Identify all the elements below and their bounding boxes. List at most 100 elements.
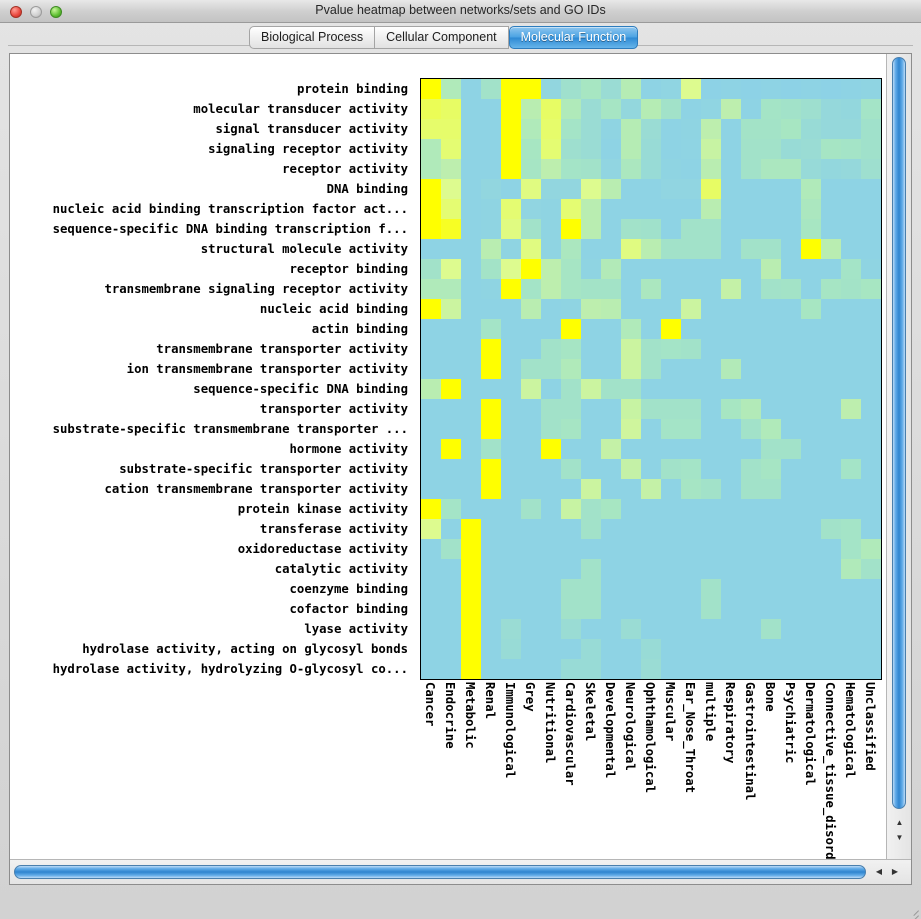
heatmap-cell[interactable]: [601, 559, 621, 579]
heatmap-cell[interactable]: [541, 619, 561, 639]
heatmap-cell[interactable]: [721, 419, 741, 439]
heatmap-cell[interactable]: [441, 659, 461, 679]
heatmap-cell[interactable]: [441, 599, 461, 619]
heatmap-cell[interactable]: [421, 339, 441, 359]
heatmap-cell[interactable]: [421, 599, 441, 619]
heatmap-cell[interactable]: [841, 279, 861, 299]
heatmap-cell[interactable]: [561, 519, 581, 539]
heatmap-cell[interactable]: [441, 419, 461, 439]
heatmap-cell[interactable]: [641, 139, 661, 159]
heatmap-cell[interactable]: [821, 299, 841, 319]
heatmap-cell[interactable]: [741, 179, 761, 199]
heatmap-cell[interactable]: [481, 619, 501, 639]
heatmap-cell[interactable]: [541, 499, 561, 519]
heatmap-cell[interactable]: [521, 659, 541, 679]
heatmap-cell[interactable]: [601, 359, 621, 379]
heatmap-cell[interactable]: [441, 119, 461, 139]
heatmap-cell[interactable]: [521, 179, 541, 199]
heatmap-cell[interactable]: [541, 319, 561, 339]
heatmap-cell[interactable]: [641, 339, 661, 359]
heatmap-cell[interactable]: [621, 659, 641, 679]
heatmap-cell[interactable]: [821, 519, 841, 539]
heatmap-cell[interactable]: [701, 79, 721, 99]
heatmap-cell[interactable]: [501, 99, 521, 119]
heatmap-cell[interactable]: [441, 159, 461, 179]
heatmap-cell[interactable]: [781, 379, 801, 399]
heatmap-cell[interactable]: [561, 599, 581, 619]
heatmap-cell[interactable]: [641, 239, 661, 259]
heatmap-cell[interactable]: [821, 319, 841, 339]
heatmap-cell[interactable]: [441, 499, 461, 519]
heatmap-cell[interactable]: [841, 539, 861, 559]
heatmap-cell[interactable]: [861, 599, 881, 619]
heatmap-cell[interactable]: [621, 519, 641, 539]
heatmap-cell[interactable]: [541, 159, 561, 179]
heatmap-cell[interactable]: [841, 439, 861, 459]
heatmap-cell[interactable]: [761, 419, 781, 439]
heatmap-cell[interactable]: [681, 339, 701, 359]
heatmap-cell[interactable]: [741, 639, 761, 659]
heatmap-cell[interactable]: [521, 579, 541, 599]
heatmap-cell[interactable]: [561, 379, 581, 399]
heatmap-cell[interactable]: [541, 219, 561, 239]
heatmap-cell[interactable]: [681, 619, 701, 639]
heatmap-cell[interactable]: [861, 639, 881, 659]
tab-cellular-component[interactable]: Cellular Component: [375, 26, 509, 49]
heatmap-cell[interactable]: [821, 599, 841, 619]
heatmap-cell[interactable]: [781, 319, 801, 339]
heatmap-cell[interactable]: [481, 279, 501, 299]
heatmap-cell[interactable]: [761, 219, 781, 239]
heatmap-cell[interactable]: [421, 539, 441, 559]
heatmap-cell[interactable]: [861, 419, 881, 439]
heatmap-cell[interactable]: [421, 159, 441, 179]
heatmap-cell[interactable]: [721, 479, 741, 499]
heatmap-cell[interactable]: [681, 459, 701, 479]
heatmap-cell[interactable]: [741, 379, 761, 399]
heatmap-cell[interactable]: [781, 499, 801, 519]
heatmap-cell[interactable]: [701, 439, 721, 459]
heatmap-cell[interactable]: [681, 539, 701, 559]
heatmap-cell[interactable]: [581, 239, 601, 259]
heatmap-cell[interactable]: [541, 519, 561, 539]
heatmap-cell[interactable]: [761, 279, 781, 299]
heatmap-cell[interactable]: [461, 399, 481, 419]
heatmap-cell[interactable]: [761, 499, 781, 519]
heatmap-cell[interactable]: [681, 299, 701, 319]
heatmap-cell[interactable]: [781, 259, 801, 279]
heatmap-cell[interactable]: [621, 459, 641, 479]
heatmap-cell[interactable]: [821, 479, 841, 499]
heatmap-cell[interactable]: [501, 219, 521, 239]
heatmap-cell[interactable]: [661, 159, 681, 179]
heatmap-cell[interactable]: [641, 299, 661, 319]
heatmap-cell[interactable]: [781, 659, 801, 679]
heatmap-cell[interactable]: [461, 179, 481, 199]
heatmap-cell[interactable]: [521, 599, 541, 619]
heatmap-cell[interactable]: [641, 579, 661, 599]
heatmap-cell[interactable]: [641, 539, 661, 559]
heatmap-cell[interactable]: [801, 319, 821, 339]
heatmap-cell[interactable]: [601, 499, 621, 519]
heatmap-cell[interactable]: [601, 119, 621, 139]
heatmap-cell[interactable]: [481, 339, 501, 359]
heatmap-cell[interactable]: [841, 559, 861, 579]
heatmap-cell[interactable]: [441, 399, 461, 419]
heatmap-cell[interactable]: [481, 139, 501, 159]
heatmap-cell[interactable]: [821, 579, 841, 599]
heatmap-cell[interactable]: [681, 479, 701, 499]
heatmap-cell[interactable]: [441, 199, 461, 219]
heatmap-cell[interactable]: [701, 179, 721, 199]
heatmap-cell[interactable]: [541, 459, 561, 479]
heatmap-cell[interactable]: [701, 379, 721, 399]
heatmap-cell[interactable]: [561, 299, 581, 319]
heatmap-cell[interactable]: [661, 559, 681, 579]
heatmap-cell[interactable]: [641, 219, 661, 239]
heatmap-cell[interactable]: [461, 259, 481, 279]
heatmap-cell[interactable]: [801, 159, 821, 179]
heatmap-cell[interactable]: [721, 499, 741, 519]
heatmap-cell[interactable]: [581, 159, 601, 179]
heatmap-cell[interactable]: [561, 239, 581, 259]
heatmap-cell[interactable]: [501, 339, 521, 359]
heatmap-cell[interactable]: [601, 159, 621, 179]
heatmap-cell[interactable]: [861, 459, 881, 479]
heatmap-cell[interactable]: [521, 299, 541, 319]
